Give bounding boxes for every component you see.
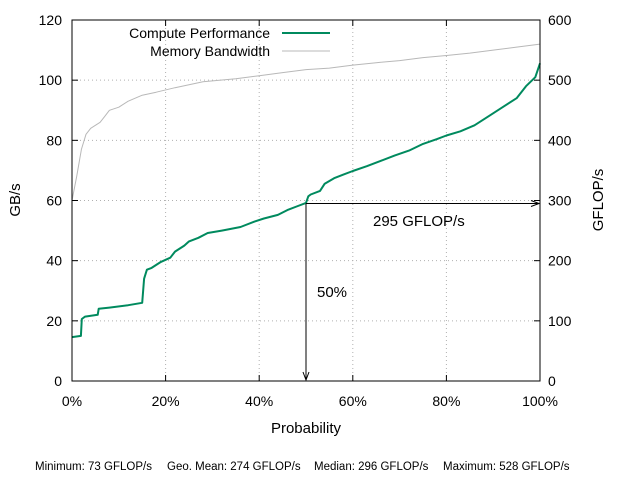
median-right-arrowhead <box>530 200 541 207</box>
y-left-tick-label: 0 <box>54 373 62 389</box>
axis-ticks: 0% 20% 40% 60% 80% 100% 0 20 40 60 80 100 120 0 100 200… <box>39 12 572 409</box>
series-line-memory <box>71 43 541 201</box>
x-axis-label: Probability <box>271 420 342 437</box>
x-tick-label: 80% <box>432 393 460 409</box>
y-right-tick-label: 300 <box>548 193 572 209</box>
y-left-tick-label: 100 <box>39 72 63 88</box>
x-tick-label: 20% <box>152 393 180 409</box>
x-tick-label: 40% <box>245 393 273 409</box>
y-right-tick-label: 100 <box>548 313 572 329</box>
stat-geo-mean: Geo. Mean: 274 GFLOP/s <box>167 461 301 473</box>
y-left-tick-label: 40 <box>46 253 62 269</box>
legend-label-compute: Compute Performance <box>129 25 270 41</box>
median-down-arrowhead <box>302 371 310 382</box>
y-left-tick-label: 80 <box>46 132 62 148</box>
y-right-axis-label: GFLOP/s <box>590 169 607 232</box>
y-right-tick-label: 400 <box>548 132 572 148</box>
legend: Compute Performance Memory Bandwidth <box>129 25 330 59</box>
series-group <box>71 43 541 339</box>
x-tick-label: 0% <box>62 393 82 409</box>
annotations <box>302 200 541 382</box>
y-left-tick-label: 60 <box>46 193 62 209</box>
y-left-axis-label: GB/s <box>7 183 24 216</box>
y-right-tick-label: 600 <box>548 12 572 28</box>
y-right-tick-label: 0 <box>548 373 556 389</box>
median-percent-label: 50% <box>317 284 347 301</box>
y-right-tick-label: 200 <box>548 253 572 269</box>
stats-footer: Minimum: 73 GFLOP/s Geo. Mean: 274 GFLOP… <box>35 461 570 473</box>
x-tick-label: 60% <box>339 393 367 409</box>
median-value-label: 295 GFLOP/s <box>373 213 465 230</box>
y-left-tick-label: 120 <box>39 12 63 28</box>
x-tick-label: 100% <box>522 393 558 409</box>
stat-maximum: Maximum: 528 GFLOP/s <box>443 461 570 473</box>
legend-label-memory: Memory Bandwidth <box>150 43 270 59</box>
y-right-tick-label: 500 <box>548 72 572 88</box>
y-left-tick-label: 20 <box>46 313 62 329</box>
stat-median: Median: 296 GFLOP/s <box>314 461 429 473</box>
stat-minimum: Minimum: 73 GFLOP/s <box>35 461 152 473</box>
series-line-compute <box>71 62 541 339</box>
grid-lines <box>72 20 540 381</box>
